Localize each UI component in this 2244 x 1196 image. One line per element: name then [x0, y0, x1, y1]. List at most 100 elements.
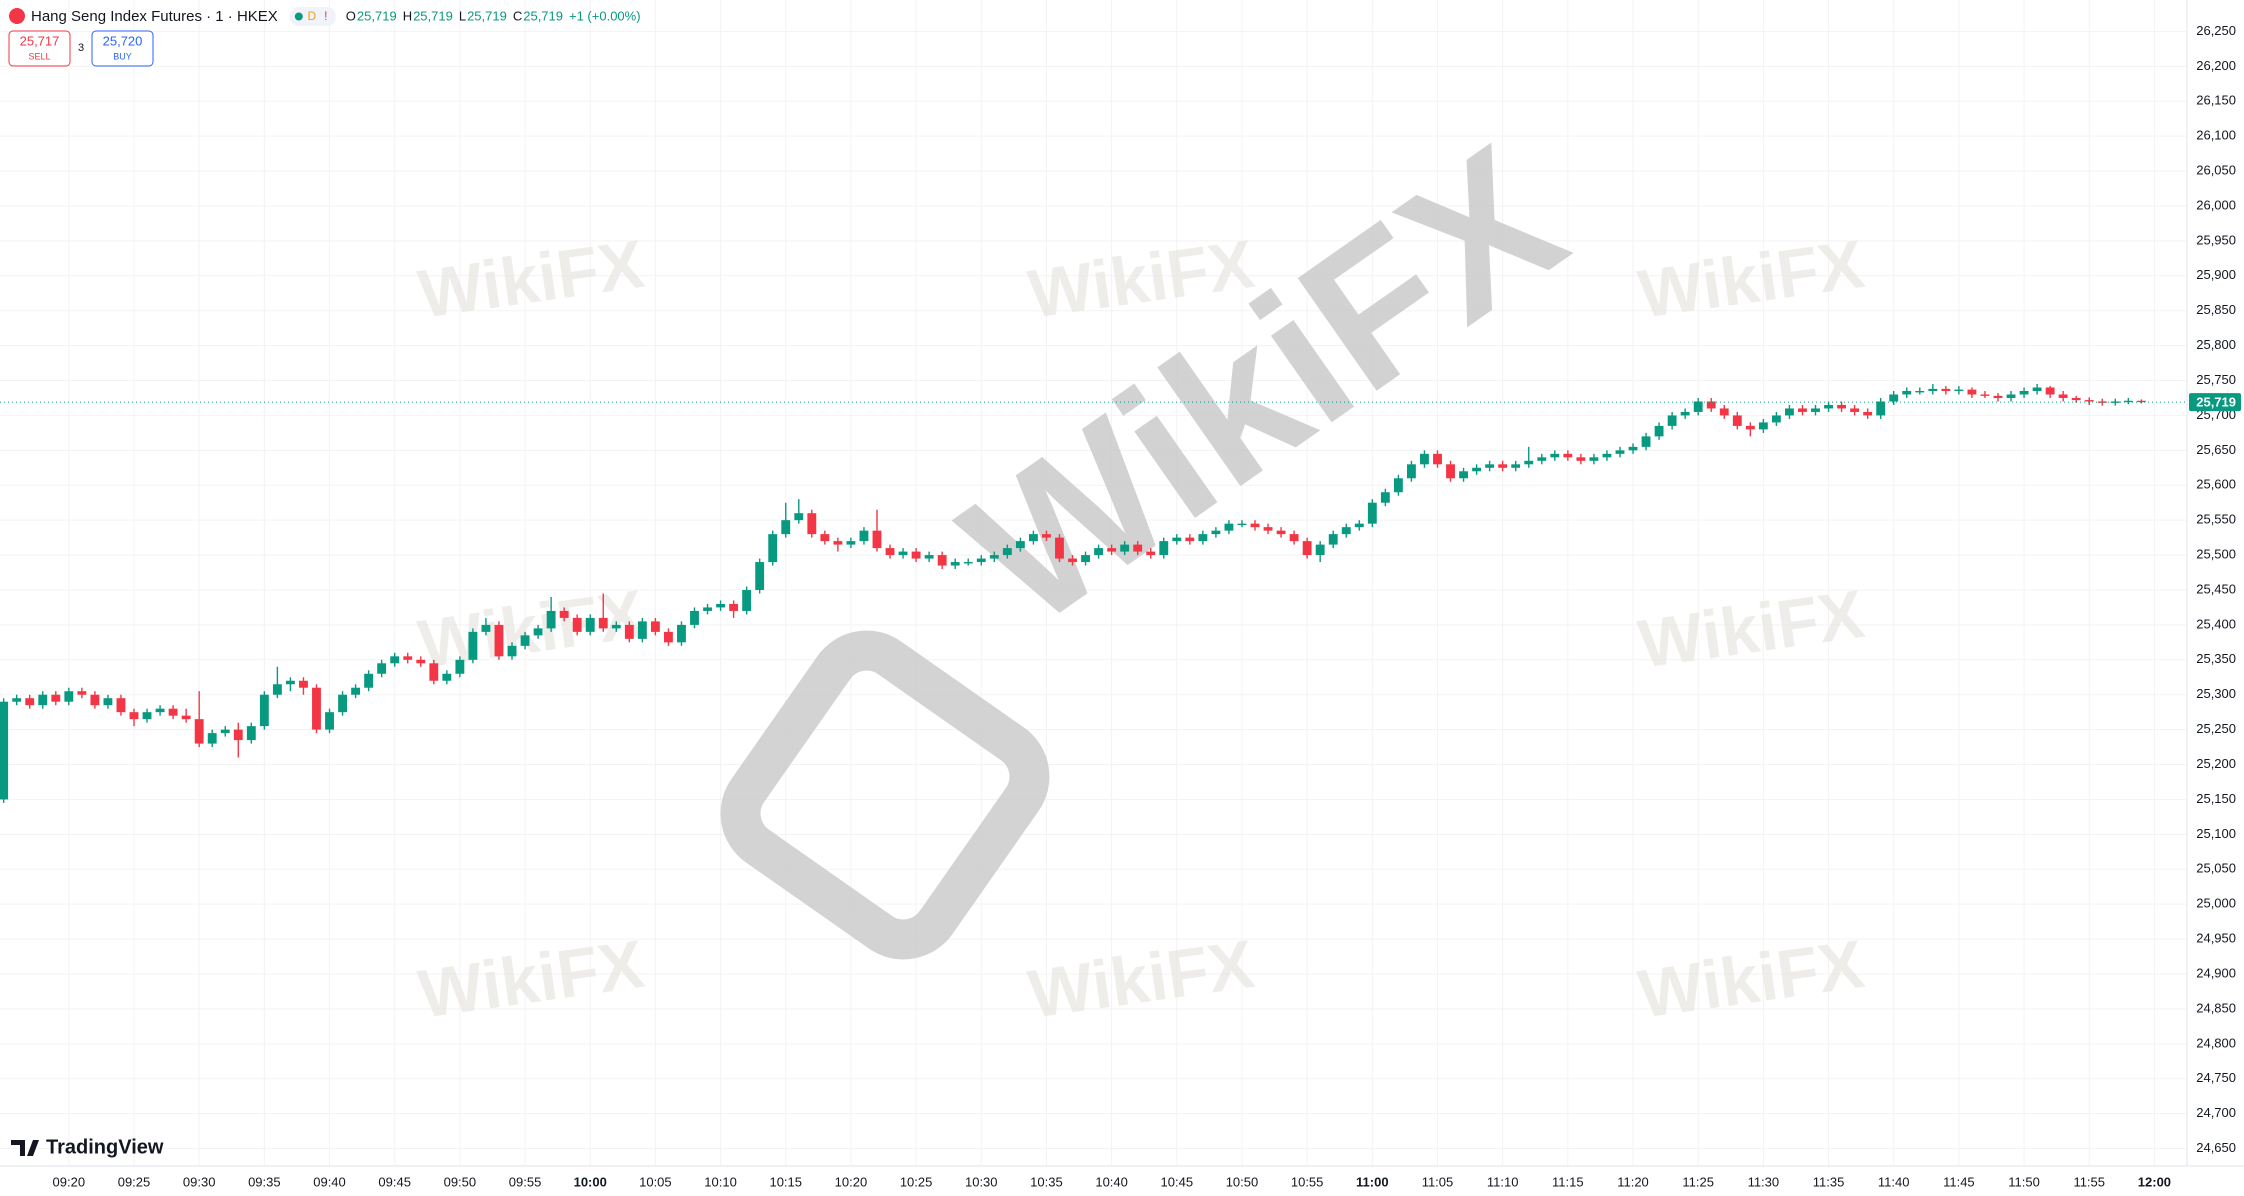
candle-body: [781, 520, 791, 535]
candle-body: [338, 694, 347, 713]
candle-body: [299, 680, 308, 688]
candle-body: [1485, 464, 1495, 468]
candle-body: [1146, 551, 1156, 556]
candle-body: [1263, 527, 1273, 531]
candle-body: [1654, 425, 1664, 437]
candle-body: [768, 534, 778, 563]
candle-body: [1459, 471, 1468, 479]
y-tick-label: 25,050: [2196, 861, 2236, 876]
ohlc-change: +1 (+0.00%): [569, 8, 641, 23]
candle-body: [1367, 502, 1377, 524]
candle-body: [820, 534, 830, 542]
x-tick-label: 11:35: [1813, 1174, 1845, 1189]
candle-body: [872, 530, 882, 549]
candle-body: [2045, 387, 2055, 395]
buy-button[interactable]: [91, 30, 154, 67]
candle-body: [1055, 537, 1064, 559]
candle-body: [1159, 541, 1169, 556]
candle-body: [233, 729, 243, 741]
candle-body: [794, 513, 804, 521]
candle-body: [950, 562, 960, 566]
y-tick-label: 25,350: [2196, 651, 2236, 666]
buy-price: 25,720: [103, 33, 143, 48]
y-tick-label: 24,900: [2196, 965, 2236, 980]
candle-body: [312, 687, 321, 730]
ohlc-value: 25,719: [413, 8, 453, 23]
candle-body: [351, 687, 361, 695]
candle-body: [1850, 408, 1860, 412]
candle-body: [1380, 492, 1390, 503]
y-tick-label: 24,800: [2196, 1035, 2236, 1050]
watermark: WikiFX: [1634, 576, 1868, 683]
candle-body: [1798, 408, 1807, 412]
candle-body: [976, 558, 986, 563]
y-tick-label: 25,950: [2196, 232, 2236, 247]
candle-body: [142, 712, 152, 720]
candle-body: [1680, 411, 1690, 416]
y-tick-label: 25,850: [2196, 302, 2236, 317]
candle-body: [1433, 453, 1442, 465]
candle-body: [2058, 394, 2068, 398]
candle-body: [742, 589, 752, 611]
candle-body: [1641, 436, 1651, 447]
candle-body: [1276, 530, 1286, 535]
x-tick-label: 10:35: [1030, 1174, 1063, 1189]
candle-body: [168, 708, 178, 716]
candle-body: [272, 684, 282, 695]
y-tick-label: 25,250: [2196, 721, 2236, 736]
candle-body: [1133, 544, 1143, 552]
candle-body: [833, 541, 843, 545]
candle-body: [911, 551, 921, 559]
y-tick-label: 25,600: [2196, 477, 2236, 492]
candle-body: [25, 698, 35, 706]
candle-body: [1354, 523, 1364, 528]
watermark-logo: [720, 630, 1050, 960]
ohlc-key: L: [459, 8, 466, 23]
candle-body: [1068, 558, 1077, 563]
y-tick-label: 26,000: [2196, 197, 2236, 212]
candle-body: [755, 562, 765, 590]
candle-body: [1446, 464, 1455, 479]
candle-body: [2123, 400, 2133, 403]
x-tick-label: 11:30: [1748, 1174, 1780, 1189]
candle-body: [1328, 534, 1338, 545]
x-tick-label: 10:50: [1226, 1174, 1259, 1189]
x-tick-label: 11:05: [1422, 1174, 1454, 1189]
candle-body: [2084, 400, 2094, 402]
candle-body: [285, 680, 295, 685]
y-tick-label: 26,050: [2196, 162, 2236, 177]
y-tick-label: 24,700: [2196, 1105, 2236, 1120]
candle-body: [963, 562, 973, 564]
candle-body: [194, 719, 204, 744]
candle-body: [2006, 394, 2016, 398]
sell-label: SELL: [28, 51, 50, 61]
x-tick-label: 09:40: [313, 1174, 346, 1189]
candle-body: [885, 548, 895, 556]
candle-body: [1863, 411, 1873, 416]
x-tick-label: 09:25: [118, 1174, 151, 1189]
candle-body: [103, 698, 113, 706]
sell-button[interactable]: [8, 30, 71, 67]
candle-body: [729, 603, 739, 611]
ohlc-value: 25,719: [357, 8, 397, 23]
candle-body: [1250, 523, 1260, 528]
candle-body: [989, 555, 999, 559]
candle-body: [520, 635, 530, 646]
candle-body: [1406, 464, 1416, 479]
candle-body: [181, 715, 191, 720]
candle-body: [937, 555, 947, 566]
candle-body: [1498, 464, 1508, 468]
ohlc-value: 25,719: [523, 8, 563, 23]
candle-body: [1785, 408, 1794, 416]
candle-body: [51, 694, 61, 702]
x-tick-label: 09:30: [183, 1174, 216, 1189]
candle-body: [1042, 534, 1051, 538]
x-tick-label: 11:00: [1356, 1174, 1389, 1189]
candle-body: [1602, 453, 1612, 458]
x-tick-label: 10:40: [1095, 1174, 1128, 1189]
candle-body: [1667, 415, 1677, 426]
candle-body: [1745, 425, 1755, 430]
candle-body: [116, 698, 126, 713]
